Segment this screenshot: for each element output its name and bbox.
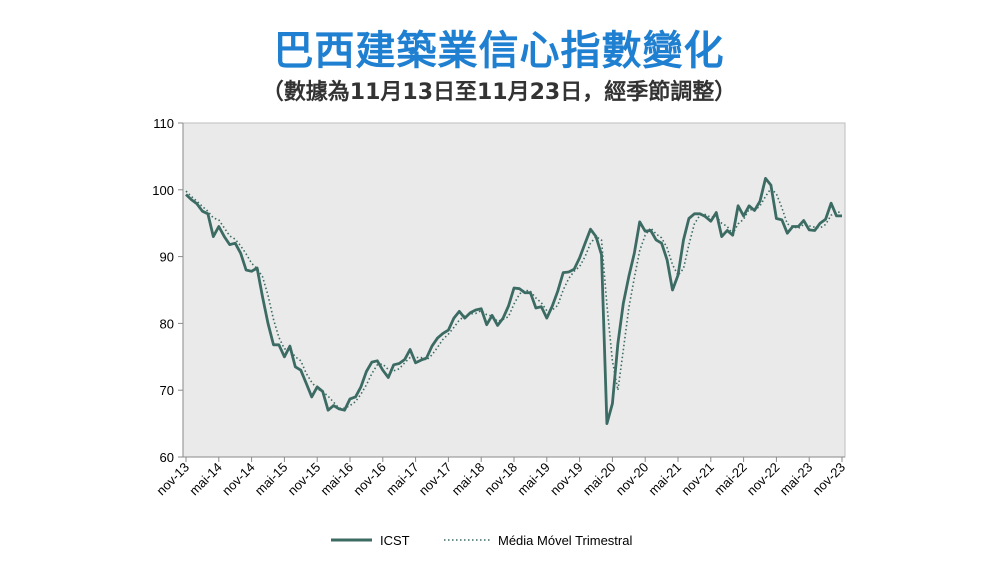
x-tick-label: mai-17 [383,460,422,499]
y-tick-label: 100 [152,183,174,198]
x-tick-label: mai-15 [252,460,291,499]
x-tick-label: nov-20 [613,460,652,499]
x-tick-label: mai-20 [580,460,619,499]
x-tick-label: nov-15 [285,460,324,499]
chart-subtitle: （數據為11月13日至11月23日，經季節調整） [261,80,737,105]
x-tick-label: nov-14 [219,460,258,499]
x-tick-label: mai-23 [777,460,816,499]
x-tick-label: nov-19 [547,460,586,499]
legend: ICST Média Móvel Trimestral [331,533,632,548]
chart-title: 巴西建築業信心指數變化 [273,28,725,74]
x-tick-label: mai-22 [711,460,750,499]
x-tick-label: mai-14 [186,460,225,499]
x-tick-label: mai-21 [645,460,684,499]
x-tick-label: nov-22 [744,460,783,499]
x-tick-label: nov-13 [153,460,192,499]
series-group [185,176,843,426]
series-line-icst [185,176,842,426]
y-tick-label: 80 [160,316,174,331]
x-axis: nov-13mai-14nov-14mai-15nov-15mai-16nov-… [153,456,848,499]
x-tick-label: nov-21 [678,460,717,499]
x-tick-label: nov-17 [416,460,455,499]
y-tick-label: 110 [153,116,174,131]
series-line-moving-average [185,187,843,410]
x-tick-label: mai-19 [514,460,553,499]
y-axis: 60 70 80 90 100 110 [152,116,184,465]
x-tick-label: nov-16 [350,460,389,499]
legend-label-moving-average: Média Móvel Trimestral [498,533,632,548]
x-tick-label: mai-18 [449,460,488,499]
x-tick-label: nov-18 [481,460,520,499]
x-tick-label: nov-23 [809,460,848,499]
y-tick-label: 70 [160,383,174,398]
y-tick-label: 90 [160,250,174,265]
legend-label-icst: ICST [380,533,410,548]
x-tick-label: mai-16 [317,460,356,499]
y-tick-label: 60 [160,450,174,465]
